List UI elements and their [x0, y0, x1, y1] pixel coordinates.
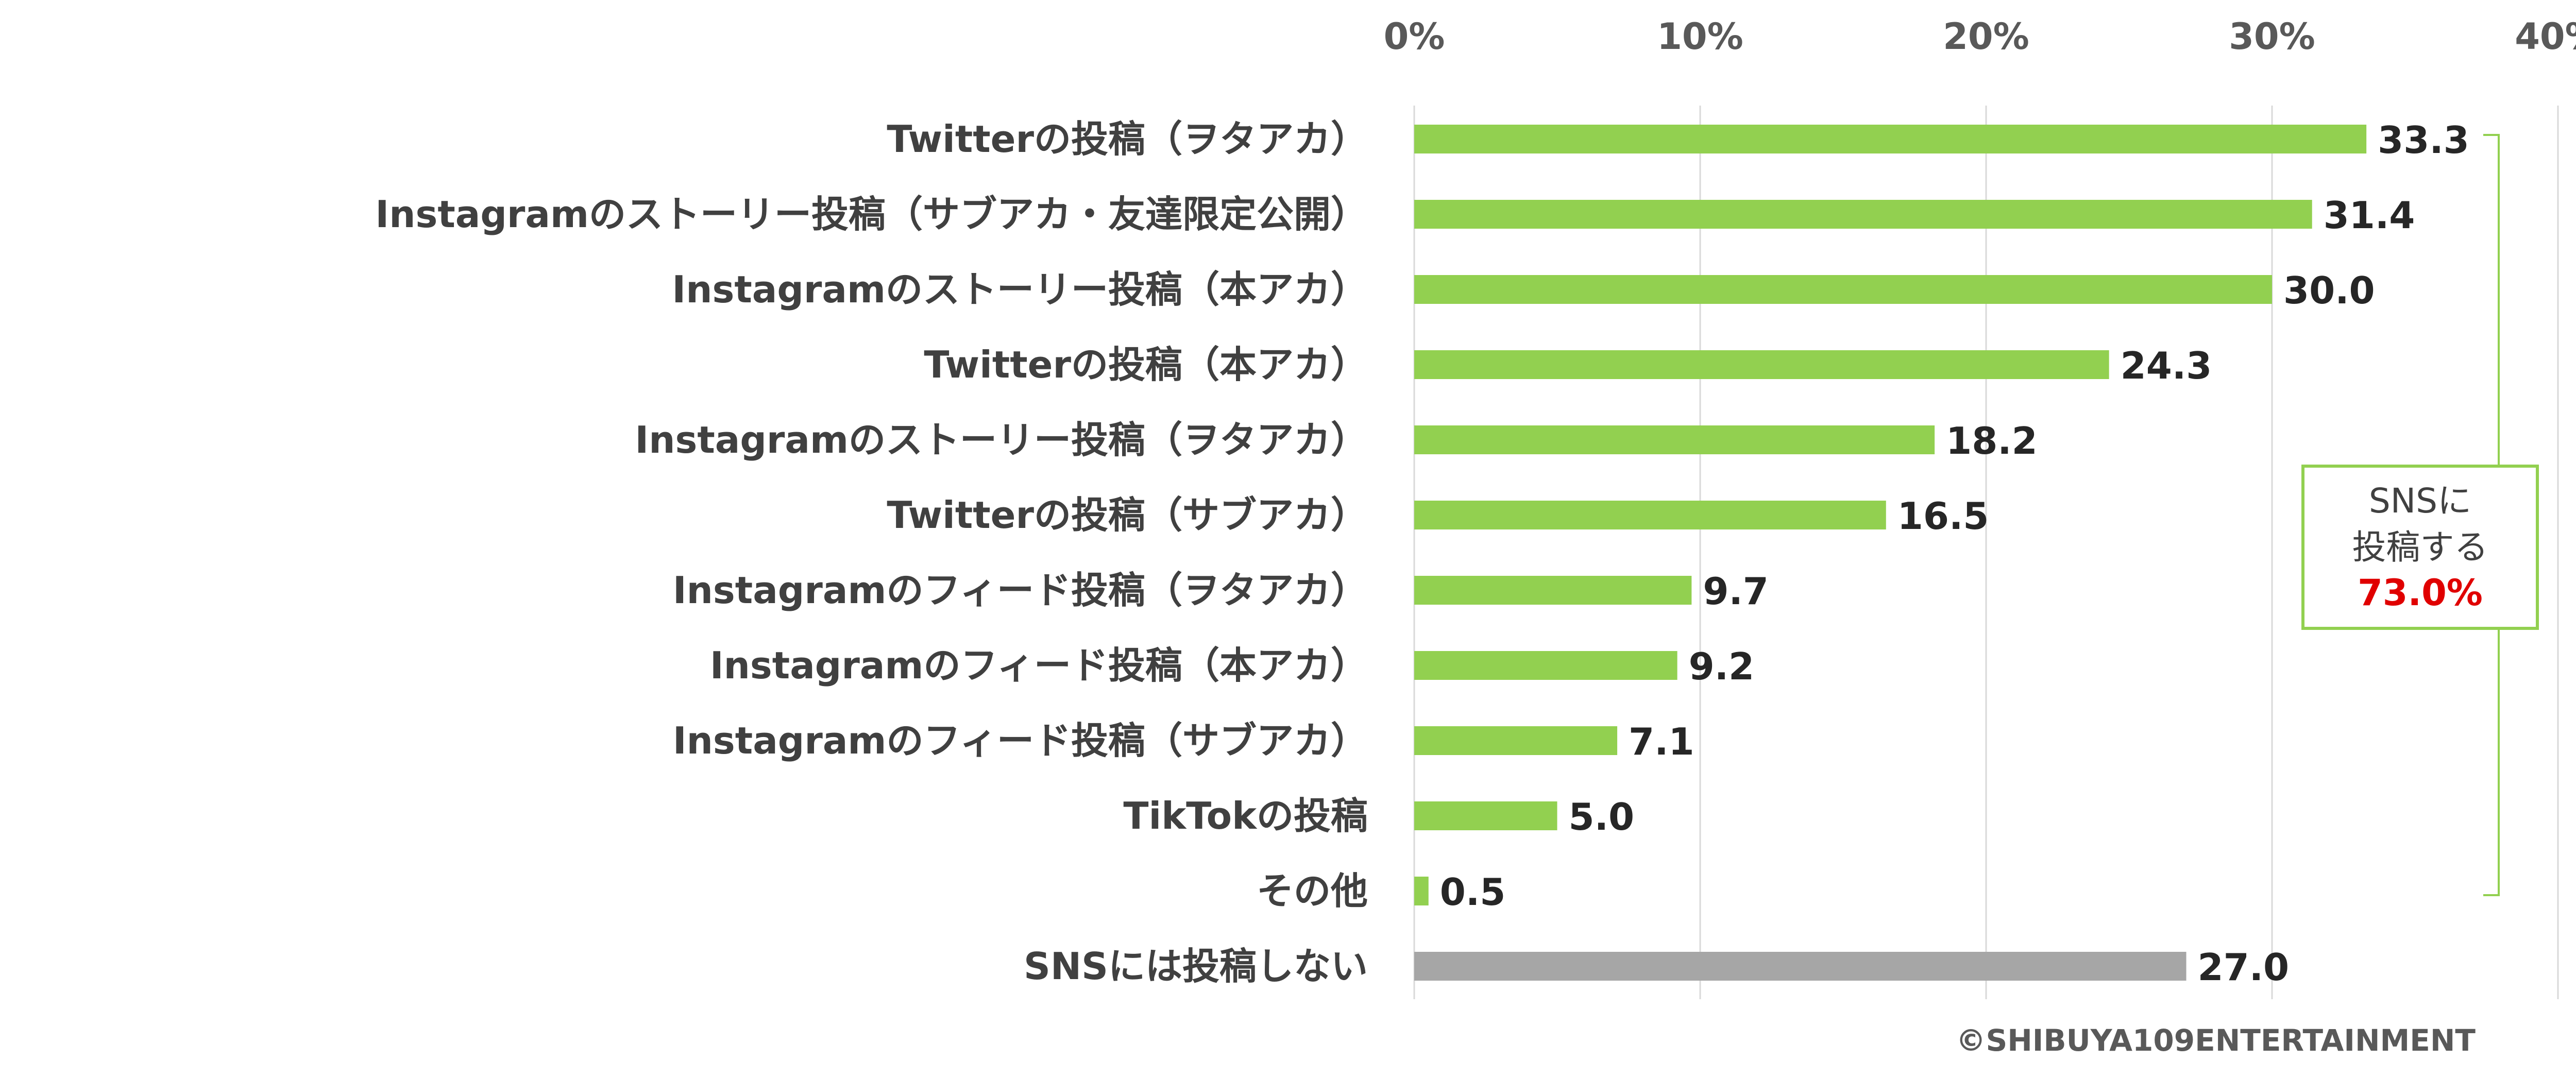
callout-line-1: SNSに: [2369, 481, 2471, 521]
value-label: 7.1: [1629, 720, 1694, 763]
bar: [1414, 726, 1618, 755]
value-labels: 33.3 31.4 30.0 24.3 18.2 16.5 9.7 9.2 7.1 5.0 0.5 2…: [1440, 118, 2469, 989]
x-tick-label: 30%: [2229, 15, 2315, 58]
bar: [1414, 501, 1886, 529]
category-label: Instagramのフィード投稿（ヲタアカ）: [673, 569, 1368, 612]
x-axis-ticks: 0% 10% 20% 30% 40%: [1384, 15, 2576, 58]
category-labels: Twitterの投稿（ヲタアカ） Instagramのストーリー投稿（サブアカ・友…: [375, 117, 1368, 988]
category-label: Instagramのストーリー投稿（サブアカ・友達限定公開）: [375, 193, 1368, 236]
bar: [1414, 275, 2272, 304]
value-label: 0.5: [1440, 870, 1506, 914]
category-label: Instagramのストーリー投稿（本アカ）: [672, 268, 1368, 311]
category-label: SNSには投稿しない: [1024, 945, 1368, 988]
gridlines: [1413, 106, 2559, 999]
bar: [1414, 651, 1677, 680]
x-tick-label: 20%: [1943, 15, 2029, 58]
callout-box: [2301, 465, 2539, 630]
callout-value: 73.0%: [2358, 572, 2483, 614]
value-label: 24.3: [2121, 344, 2212, 387]
copyright-credit: ©SHIBUYA109ENTERTAINMENT: [1956, 1023, 2476, 1058]
category-label: Instagramのフィード投稿（本アカ）: [710, 644, 1368, 687]
bar: [1414, 801, 1557, 830]
category-label: Instagramのフィード投稿（サブアカ）: [673, 719, 1368, 762]
value-label: 16.5: [1897, 494, 1989, 538]
category-label: Twitterの投稿（本アカ）: [924, 343, 1368, 386]
category-label: その他: [1257, 869, 1368, 913]
value-label: 31.4: [2324, 194, 2415, 237]
bar: [1414, 877, 1429, 905]
bar: [1414, 200, 2312, 229]
value-label: 33.3: [2378, 118, 2469, 162]
bar: [1414, 576, 1692, 605]
value-label: 18.2: [1946, 419, 2038, 463]
category-label: TikTokの投稿: [1123, 794, 1368, 837]
category-label: Instagramのストーリー投稿（ヲタアカ）: [635, 418, 1368, 461]
category-label: Twitterの投稿（サブアカ）: [887, 493, 1368, 537]
bar: [1414, 125, 2367, 153]
bar: [1414, 350, 2109, 379]
x-tick-label: 10%: [1657, 15, 1743, 58]
sns-total-callout: SNSに 投稿する 73.0%: [2301, 134, 2539, 896]
callout-line-2: 投稿する: [2352, 527, 2488, 567]
bar: [1414, 425, 1935, 454]
category-label: Twitterの投稿（ヲタアカ）: [887, 117, 1368, 161]
x-tick-label: 40%: [2515, 15, 2576, 58]
x-tick-label: 0%: [1384, 15, 1445, 58]
value-label: 30.0: [2283, 269, 2375, 312]
value-label: 9.7: [1703, 570, 1769, 613]
bar: [1414, 952, 2187, 981]
value-label: 5.0: [1569, 795, 1635, 839]
value-label: 9.2: [1689, 645, 1755, 688]
bars: [1414, 125, 2367, 981]
value-label: 27.0: [2198, 946, 2290, 989]
